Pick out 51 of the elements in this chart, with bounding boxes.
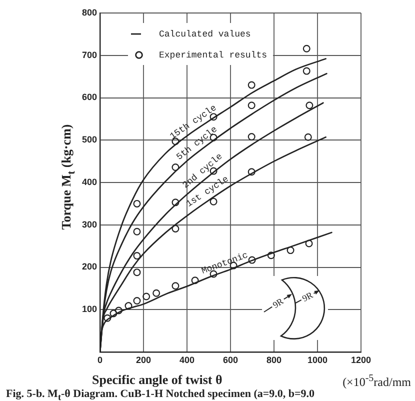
point [133,296,141,304]
point [110,310,118,318]
y-tick-label: 400 [82,176,97,187]
point [172,163,180,171]
y-tick-label: 700 [82,50,97,60]
point [191,276,199,284]
x-tick-label: 1200 [350,354,372,365]
point [152,289,160,297]
annotation: 9R [300,290,315,304]
x-axis-title: Specific angle of twist θ [92,372,222,388]
y-tick-label: 100 [82,304,97,314]
y-tick-label: 300 [82,219,97,230]
text: (×10$^{-5}$rad/mm [342,373,411,390]
x-tick-label: 0 [97,354,103,365]
y-tick-label: 200 [82,262,97,272]
point [172,282,180,290]
point [267,252,275,260]
point [133,252,141,260]
point [302,67,310,75]
point [124,302,132,310]
point [210,198,218,206]
point [286,246,294,254]
point [172,224,180,232]
annotation: 9R [270,296,286,310]
point [248,102,256,110]
point [306,102,314,110]
y-tick-label: 600 [82,92,97,102]
x-tick-label: 400 [179,354,195,365]
x-tick-label: 600 [222,354,238,365]
caption: Fig. 5-b. M$_{t}$-θ Diagram. CuB-1-H Notched specimen (a=9.0, b=9.0 [6,388,315,401]
point [133,228,141,236]
point [305,240,313,248]
point [248,81,256,89]
point [133,200,141,208]
legend-label: Calculated values [159,29,251,40]
point [114,306,122,314]
x-tick-label: 200 [136,354,152,365]
point [142,292,150,300]
x-tick-label: 1000 [307,354,328,365]
point [248,256,256,264]
y-tick-label: 500 [82,134,97,145]
point [104,314,112,322]
point [304,133,312,141]
y-tick-label: 800 [82,7,97,18]
point [302,44,310,52]
point [133,268,141,276]
point [248,168,256,176]
legend-label: Experimental results [159,50,268,60]
x-tick-label: 800 [266,354,282,365]
point [172,198,180,206]
point [248,132,256,140]
